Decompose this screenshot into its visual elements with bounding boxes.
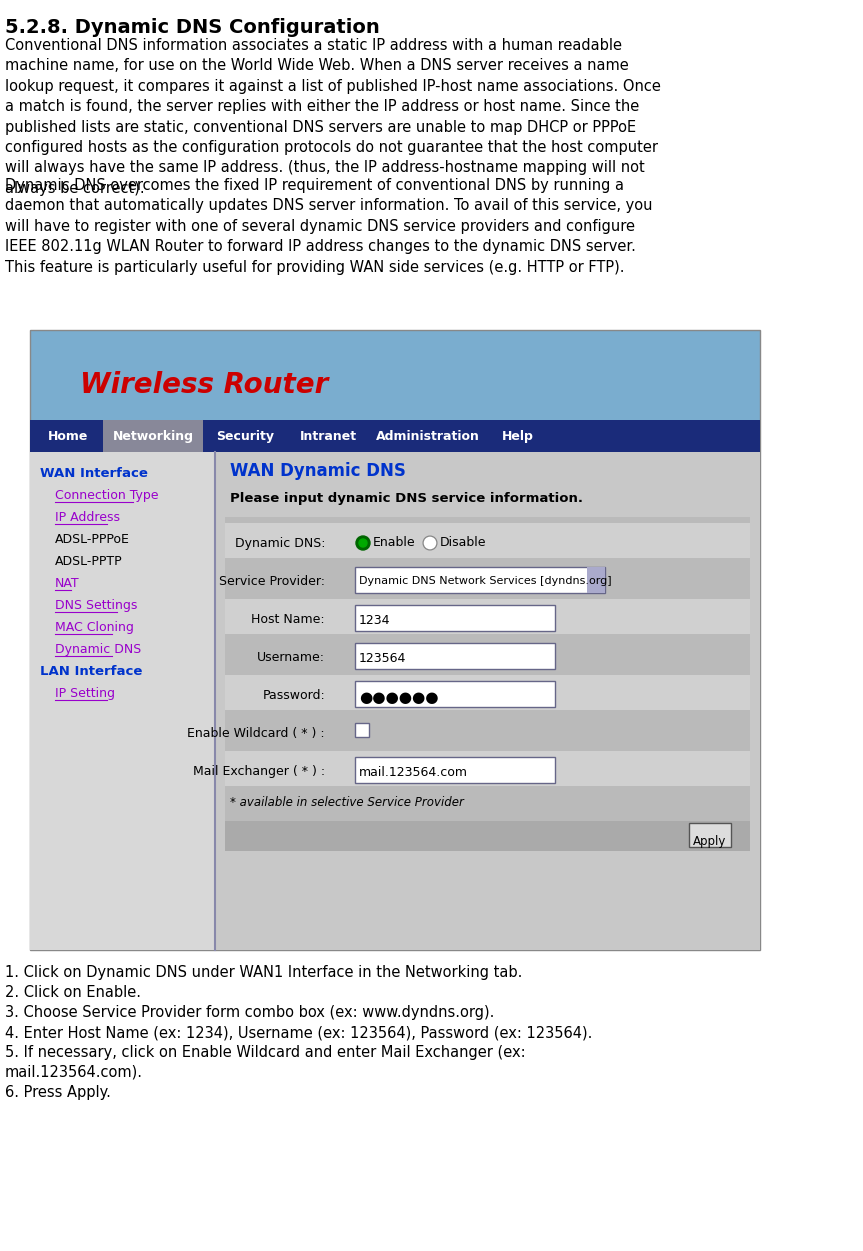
Bar xyxy=(355,643,555,669)
Bar xyxy=(225,821,750,851)
Text: * available in selective Service Provider: * available in selective Service Provide… xyxy=(230,796,464,809)
Text: Dynamic DNS Network Services [dyndns.org]: Dynamic DNS Network Services [dyndns.org… xyxy=(359,575,612,585)
Text: mail.123564.com: mail.123564.com xyxy=(359,766,468,779)
FancyBboxPatch shape xyxy=(689,823,731,847)
Text: Please input dynamic DNS service information.: Please input dynamic DNS service informa… xyxy=(230,492,583,505)
Text: Security: Security xyxy=(217,429,274,443)
Bar xyxy=(30,330,760,950)
Text: 5.2.8. Dynamic DNS Configuration: 5.2.8. Dynamic DNS Configuration xyxy=(5,18,380,38)
Text: Disable: Disable xyxy=(440,535,487,549)
Circle shape xyxy=(359,539,367,547)
Bar xyxy=(103,420,203,452)
Bar xyxy=(30,420,760,452)
Text: 123564: 123564 xyxy=(359,652,406,666)
Text: Intranet: Intranet xyxy=(299,429,356,443)
Text: 1. Click on Dynamic DNS under WAN1 Interface in the Networking tab.: 1. Click on Dynamic DNS under WAN1 Inter… xyxy=(5,965,522,980)
Bar xyxy=(355,681,555,707)
Text: WAN Dynamic DNS: WAN Dynamic DNS xyxy=(230,462,406,480)
Bar xyxy=(30,330,760,420)
Text: IP Address: IP Address xyxy=(55,510,120,524)
Text: ●●●●●●: ●●●●●● xyxy=(359,691,438,706)
Text: 6. Press Apply.: 6. Press Apply. xyxy=(5,1085,110,1100)
Bar xyxy=(225,676,750,711)
Text: Dynamic DNS overcomes the fixed IP requirement of conventional DNS by running a
: Dynamic DNS overcomes the fixed IP requi… xyxy=(5,178,652,275)
Text: ADSL-PPPoE: ADSL-PPPoE xyxy=(55,533,129,545)
Bar xyxy=(225,523,750,558)
Bar xyxy=(225,751,750,786)
Text: Dynamic DNS:: Dynamic DNS: xyxy=(235,537,325,550)
Text: ADSL-PPTP: ADSL-PPTP xyxy=(55,555,123,568)
Text: Networking: Networking xyxy=(112,429,193,443)
Bar xyxy=(587,567,605,593)
Bar xyxy=(30,452,760,950)
Text: Host Name:: Host Name: xyxy=(251,613,325,626)
Text: DNS Settings: DNS Settings xyxy=(55,599,137,612)
Text: Home: Home xyxy=(47,429,88,443)
Bar xyxy=(225,599,750,634)
Text: MAC Cloning: MAC Cloning xyxy=(55,620,134,634)
Text: WAN Interface: WAN Interface xyxy=(40,467,148,480)
Text: IP Setting: IP Setting xyxy=(55,687,115,701)
Text: Dynamic DNS: Dynamic DNS xyxy=(55,643,142,656)
Text: 3. Choose Service Provider form combo box (ex: www.dyndns.org).: 3. Choose Service Provider form combo bo… xyxy=(5,1005,494,1020)
Bar xyxy=(355,723,369,737)
Text: 2. Click on Enable.: 2. Click on Enable. xyxy=(5,985,141,1000)
Text: Password:: Password: xyxy=(262,689,325,702)
Text: LAN Interface: LAN Interface xyxy=(40,666,142,678)
Bar xyxy=(355,567,605,593)
Circle shape xyxy=(356,535,370,550)
Text: Enable Wildcard ( * ) :: Enable Wildcard ( * ) : xyxy=(187,727,325,741)
Text: 5. If necessary, click on Enable Wildcard and enter Mail Exchanger (ex:
mail.123: 5. If necessary, click on Enable Wildcar… xyxy=(5,1045,526,1080)
Text: 1234: 1234 xyxy=(359,614,390,627)
Text: Help: Help xyxy=(502,429,534,443)
Text: Conventional DNS information associates a static IP address with a human readabl: Conventional DNS information associates … xyxy=(5,38,661,196)
Text: Enable: Enable xyxy=(373,535,416,549)
Text: 4. Enter Host Name (ex: 1234), Username (ex: 123564), Password (ex: 123564).: 4. Enter Host Name (ex: 1234), Username … xyxy=(5,1025,592,1040)
Circle shape xyxy=(423,535,437,550)
Text: Username:: Username: xyxy=(257,651,325,664)
Text: NAT: NAT xyxy=(55,577,79,590)
Text: Wireless Router: Wireless Router xyxy=(80,372,328,399)
Bar xyxy=(225,517,750,837)
Text: Mail Exchanger ( * ) :: Mail Exchanger ( * ) : xyxy=(192,766,325,778)
Bar xyxy=(30,420,760,950)
Bar xyxy=(355,605,555,631)
Text: Administration: Administration xyxy=(376,429,480,443)
Bar xyxy=(355,757,555,783)
Bar xyxy=(30,452,215,950)
Text: Connection Type: Connection Type xyxy=(55,489,159,502)
Text: Apply: Apply xyxy=(693,834,727,848)
Text: Service Provider:: Service Provider: xyxy=(219,575,325,588)
